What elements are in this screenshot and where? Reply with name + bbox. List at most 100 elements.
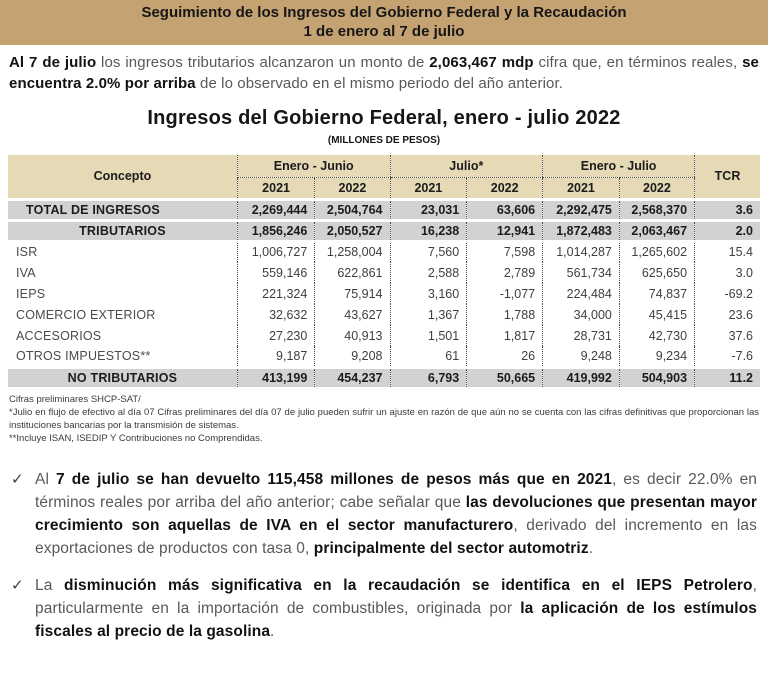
cell-value: 12,941 xyxy=(466,218,543,243)
cell-value: 3,160 xyxy=(389,283,467,304)
row-label: ISR xyxy=(16,245,38,260)
cell-value: 27,230 xyxy=(236,325,315,346)
checkmark-icon: ✓ xyxy=(11,576,24,594)
column-header-year: 2021 xyxy=(236,177,315,199)
table-body: TOTAL DE INGRESOS 2,269,444 2,504,764 23,03… xyxy=(8,197,760,390)
cell-value: 45,415 xyxy=(618,304,695,325)
cell-value: 625,650 xyxy=(618,262,695,283)
cell-value: 2,504,764 xyxy=(314,197,390,222)
cell-value: 2,063,467 xyxy=(618,218,695,243)
report-title-line2: 1 de enero al 7 de julio xyxy=(303,23,465,40)
row-label: TOTAL DE INGRESOS xyxy=(8,197,238,222)
column-header-year: 2022 xyxy=(314,177,390,199)
cell-value: 2,269,444 xyxy=(236,197,315,222)
cell-value: 2,292,475 xyxy=(542,197,620,222)
cell-value: 9,187 xyxy=(236,346,315,367)
cell-value: 74,837 xyxy=(618,283,695,304)
cell-value: 1,856,246 xyxy=(236,218,315,243)
cell-value: 42,730 xyxy=(618,325,695,346)
row-label: OTROS IMPUESTOS** xyxy=(16,348,151,363)
cell-value: 7,598 xyxy=(466,241,543,262)
cell-value: -7.6 xyxy=(694,346,760,367)
cell-value: 9,208 xyxy=(314,346,390,367)
footnote-julio: *Julio en flujo de efectivo al día 07 Ci… xyxy=(9,406,759,431)
footnotes: Cifras preliminares SHCP-SAT/ *Julio en … xyxy=(9,393,759,445)
row-label: COMERCIO EXTERIOR xyxy=(16,307,156,322)
cell-value: 622,861 xyxy=(314,262,390,283)
bullet-item: ✓ La disminución más significativa en la… xyxy=(11,574,757,643)
cell-value: 2,588 xyxy=(389,262,467,283)
cell-value: 561,734 xyxy=(542,262,620,283)
table-row: ISR 1,006,727 1,258,004 7,560 7,598 1,014,287… xyxy=(8,241,760,262)
cell-value: 40,913 xyxy=(314,325,390,346)
cell-value: 63,606 xyxy=(466,197,543,222)
bullet-text-ieps: La disminución más significativa en la r… xyxy=(35,576,757,640)
cell-value: 50,665 xyxy=(466,365,543,390)
cell-value: 2,568,370 xyxy=(618,197,695,222)
cell-value: 23,031 xyxy=(389,197,467,222)
cell-value: 11.2 xyxy=(694,365,760,390)
cell-value: 61 xyxy=(389,346,467,367)
cell-value: 413,199 xyxy=(236,365,315,390)
intro-paragraph: Al 7 de julio los ingresos tributarios a… xyxy=(9,54,759,92)
footnote-otros: **Incluye ISAN, ISEDIP Y Contribuciones … xyxy=(9,432,263,444)
cell-value: 16,238 xyxy=(389,218,467,243)
cell-value: 26 xyxy=(466,346,543,367)
cell-value: -1,077 xyxy=(466,283,543,304)
cell-value: 7,560 xyxy=(389,241,467,262)
checkmark-icon: ✓ xyxy=(11,470,24,488)
cell-value: 1,817 xyxy=(466,325,543,346)
table-row: COMERCIO EXTERIOR 32,632 43,627 1,367 1,788 3… xyxy=(8,304,760,325)
column-header-tcr: TCR xyxy=(694,155,760,199)
cell-value: 559,146 xyxy=(236,262,315,283)
table-row: IVA 559,146 622,861 2,588 2,789 561,734 625,65… xyxy=(8,262,760,283)
bullet-list: ✓ Al 7 de julio se han devuelto 115,458 … xyxy=(11,468,757,643)
column-header-concepto: Concepto xyxy=(8,155,238,199)
cell-value: 224,484 xyxy=(542,283,620,304)
cell-value: 1,014,287 xyxy=(542,241,620,262)
cell-value: 419,992 xyxy=(542,365,620,390)
cell-value: 1,367 xyxy=(389,304,467,325)
column-header-year: 2021 xyxy=(542,177,620,199)
table-title: Ingresos del Gobierno Federal, enero - j… xyxy=(147,107,621,129)
column-group-julio: Julio* xyxy=(389,155,543,178)
cell-value: 23.6 xyxy=(694,304,760,325)
cell-value: 75,914 xyxy=(314,283,390,304)
table-row: TOTAL DE INGRESOS 2,269,444 2,504,764 23,03… xyxy=(8,197,760,222)
row-label: IEPS xyxy=(16,286,46,301)
cell-value: 1,258,004 xyxy=(314,241,390,262)
row-label: NO TRIBUTARIOS xyxy=(8,365,238,390)
revenue-table: Concepto Enero - Junio Julio* Enero - Ju… xyxy=(8,155,760,390)
cell-value: 1,501 xyxy=(389,325,467,346)
cell-value: 15.4 xyxy=(694,241,760,262)
row-label: ACCESORIOS xyxy=(16,328,102,343)
cell-value: 221,324 xyxy=(236,283,315,304)
column-header-year: 2022 xyxy=(618,177,695,199)
cell-value: 37.6 xyxy=(694,325,760,346)
table-row: OTROS IMPUESTOS** 9,187 9,208 61 26 9,248 9,23… xyxy=(8,346,760,367)
bullet-item: ✓ Al 7 de julio se han devuelto 115,458 … xyxy=(11,468,757,560)
report-header-banner: Seguimiento de los Ingresos del Gobierno… xyxy=(0,0,768,45)
footnote-source: Cifras preliminares SHCP-SAT/ xyxy=(9,393,141,405)
cell-value: 504,903 xyxy=(618,365,695,390)
column-header-year: 2022 xyxy=(466,177,543,199)
table-row: NO TRIBUTARIOS 413,199 454,237 6,793 50,665 4… xyxy=(8,365,760,390)
cell-value: 1,788 xyxy=(466,304,543,325)
cell-value: 32,632 xyxy=(236,304,315,325)
cell-value: 3.6 xyxy=(694,197,760,222)
cell-value: 34,000 xyxy=(542,304,620,325)
cell-value: 1,006,727 xyxy=(236,241,315,262)
row-label: IVA xyxy=(16,265,36,280)
cell-value: 2.0 xyxy=(694,218,760,243)
column-group-enero-julio: Enero - Julio xyxy=(542,155,695,178)
table-header: Concepto Enero - Junio Julio* Enero - Ju… xyxy=(8,155,760,199)
table-row: IEPS 221,324 75,914 3,160 -1,077 224,484 74,83… xyxy=(8,283,760,304)
table-subtitle: (MILLONES DE PESOS) xyxy=(327,135,441,146)
cell-value: 43,627 xyxy=(314,304,390,325)
cell-value: 2,050,527 xyxy=(314,218,390,243)
cell-value: 9,248 xyxy=(542,346,620,367)
cell-value: 1,265,602 xyxy=(618,241,695,262)
report-title-line1: Seguimiento de los Ingresos del Gobierno… xyxy=(141,4,627,21)
cell-value: 1,872,483 xyxy=(542,218,620,243)
cell-value: 28,731 xyxy=(542,325,620,346)
